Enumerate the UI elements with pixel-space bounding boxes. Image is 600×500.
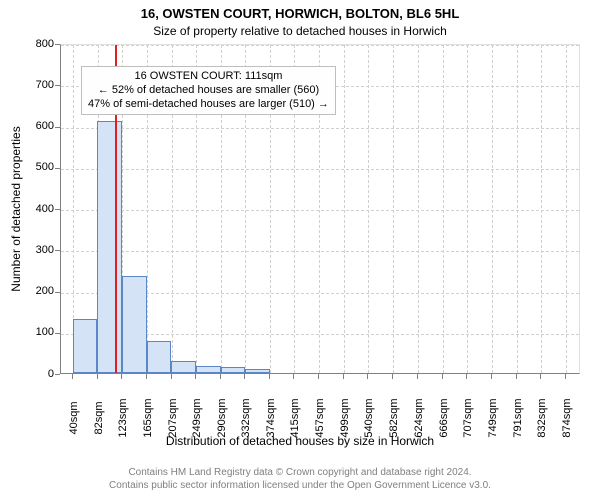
annotation-line: 47% of semi-detached houses are larger (… (88, 98, 329, 112)
attribution-line-1: Contains HM Land Registry data © Crown c… (0, 467, 600, 478)
annotation-line: ← 52% of detached houses are smaller (56… (88, 84, 329, 98)
histogram-bar (122, 276, 147, 373)
x-tick (195, 374, 196, 379)
x-tick (442, 374, 443, 379)
x-tick-label: 332sqm (240, 398, 252, 437)
y-tick (55, 250, 60, 251)
x-tick (417, 374, 418, 379)
x-tick-label: 666sqm (438, 398, 450, 437)
x-tick (293, 374, 294, 379)
x-tick-label: 791sqm (512, 398, 524, 437)
x-tick-label: 540sqm (363, 398, 375, 437)
x-tick-label: 749sqm (487, 398, 499, 437)
x-tick-label: 415sqm (289, 398, 301, 437)
gridline-vertical (368, 45, 369, 373)
histogram-chart: 16, OWSTEN COURT, HORWICH, BOLTON, BL6 5… (0, 0, 600, 500)
histogram-bar (73, 319, 98, 373)
gridline-vertical (566, 45, 567, 373)
x-tick (466, 374, 467, 379)
y-tick-label: 0 (20, 368, 54, 380)
histogram-bar (245, 369, 270, 373)
gridline-vertical (492, 45, 493, 373)
x-tick-label: 832sqm (536, 398, 548, 437)
y-tick-label: 200 (20, 285, 54, 297)
x-tick (269, 374, 270, 379)
y-tick (55, 333, 60, 334)
annotation-box: 16 OWSTEN COURT: 111sqm ← 52% of detache… (81, 66, 336, 115)
y-tick-label: 100 (20, 326, 54, 338)
gridline-vertical (541, 45, 542, 373)
histogram-bar (221, 367, 246, 373)
y-tick-label: 600 (20, 120, 54, 132)
x-tick (318, 374, 319, 379)
x-tick (540, 374, 541, 379)
x-tick (121, 374, 122, 379)
x-tick-label: 874sqm (561, 398, 573, 437)
x-tick-label: 707sqm (462, 398, 474, 437)
y-tick (55, 168, 60, 169)
y-tick (55, 209, 60, 210)
x-tick (491, 374, 492, 379)
y-tick-label: 800 (20, 38, 54, 50)
x-tick (220, 374, 221, 379)
x-tick (343, 374, 344, 379)
histogram-bar (196, 366, 221, 373)
x-tick-label: 249sqm (191, 398, 203, 437)
histogram-bar (97, 121, 122, 373)
x-tick (367, 374, 368, 379)
x-tick (171, 374, 172, 379)
x-tick-label: 457sqm (314, 398, 326, 437)
y-tick-label: 700 (20, 79, 54, 91)
x-tick-label: 165sqm (142, 398, 154, 437)
x-tick-label: 374sqm (265, 398, 277, 437)
gridline-vertical (467, 45, 468, 373)
y-tick-label: 400 (20, 203, 54, 215)
x-tick-label: 624sqm (413, 398, 425, 437)
histogram-bar (147, 341, 172, 373)
y-tick-label: 300 (20, 244, 54, 256)
chart-title: 16, OWSTEN COURT, HORWICH, BOLTON, BL6 5… (0, 6, 600, 21)
histogram-bar (171, 361, 196, 373)
y-tick-label: 500 (20, 161, 54, 173)
x-tick (72, 374, 73, 379)
x-tick (565, 374, 566, 379)
x-tick-label: 582sqm (388, 398, 400, 437)
x-tick-label: 290sqm (216, 398, 228, 437)
gridline-vertical (418, 45, 419, 373)
x-tick-label: 40sqm (68, 401, 80, 434)
annotation-line: 16 OWSTEN COURT: 111sqm (88, 70, 329, 84)
x-tick-label: 123sqm (117, 398, 129, 437)
x-tick (516, 374, 517, 379)
x-tick (97, 374, 98, 379)
gridline-vertical (443, 45, 444, 373)
chart-subtitle: Size of property relative to detached ho… (0, 24, 600, 38)
y-tick (55, 44, 60, 45)
gridline-vertical (344, 45, 345, 373)
gridline-vertical (517, 45, 518, 373)
y-tick (55, 127, 60, 128)
x-tick-label: 207sqm (167, 398, 179, 437)
y-tick (55, 292, 60, 293)
x-tick-label: 499sqm (339, 398, 351, 437)
x-tick (244, 374, 245, 379)
gridline-vertical (393, 45, 394, 373)
x-tick-label: 82sqm (93, 401, 105, 434)
y-tick (55, 85, 60, 86)
x-tick (146, 374, 147, 379)
attribution-line-2: Contains public sector information licen… (0, 480, 600, 491)
y-tick (55, 374, 60, 375)
x-tick (392, 374, 393, 379)
plot-area: 16 OWSTEN COURT: 111sqm ← 52% of detache… (60, 44, 580, 374)
